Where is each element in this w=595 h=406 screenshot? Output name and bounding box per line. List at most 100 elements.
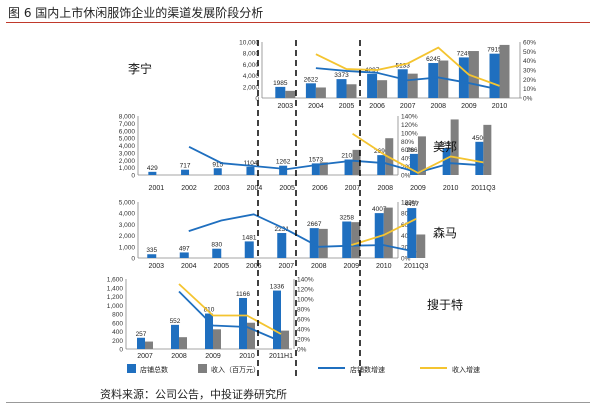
store-bar [277,233,287,258]
category-label: 2011Q3 [404,263,428,270]
y-tick-label: 1,000 [107,303,124,310]
category-label: 2007 [400,103,416,110]
y-tick-label: 0 [255,96,259,103]
y2-tick-label: 50% [523,49,536,56]
store-data-label: 830 [211,242,222,249]
revenue-bar [315,87,326,98]
store-data-label: 2100 [341,153,356,160]
company-label: 森马 [433,225,457,240]
revenue-growth-line [178,283,282,335]
category-label: 2010 [239,353,255,360]
store-bar [181,169,190,175]
store-data-label: 335 [146,247,157,254]
company-label: 美邦 [433,140,457,154]
y-tick-label: 800 [112,312,123,319]
store-data-label: 7915 [487,47,502,54]
revenue-bar [468,51,479,98]
category-label: 2008 [377,185,393,192]
category-label: 2011H1 [269,353,293,360]
revenue-bar [213,329,221,349]
store-data-label: 2622 [304,76,319,83]
store-bar [442,148,451,175]
category-label: 2006 [312,185,328,192]
revenue-bar [417,136,426,175]
y-tick-label: 10,000 [239,40,259,47]
y-tick-label: 0 [131,256,135,263]
revenue-bar [319,162,328,175]
store-bar [205,313,213,349]
category-label: 2010 [376,263,392,270]
y2-tick-label: 10% [523,86,536,93]
revenue-growth-line [352,132,484,174]
y2-tick-label: 20% [523,77,536,84]
legend-stores-label: 店铺总数 [140,365,168,374]
y2-tick-label: 100% [297,297,314,304]
y-tick-label: 4,000 [119,211,136,218]
store-bar [239,297,247,349]
store-bar [213,168,222,175]
revenue-bar [285,90,296,98]
y-tick-label: 200 [112,338,123,345]
source-note: 资料来源：公司公告，中投证券研究所 [100,388,287,401]
y-tick-label: 1,600 [107,277,124,284]
revenue-bar [281,330,289,349]
revenue-bar [499,44,510,98]
stores-growth-line [315,67,500,91]
category-label: 2010 [443,185,459,192]
store-data-label: 7249 [457,50,472,57]
store-data-label: 429 [147,165,158,172]
store-bar [407,208,417,258]
y-tick-label: 6,000 [119,128,136,135]
store-data-label: 4007 [372,206,387,213]
y-tick-label: 8,000 [243,51,260,58]
y-tick-label: 0 [119,347,123,354]
y-tick-label: 3,000 [119,222,136,229]
y-tick-label: 0 [131,173,135,180]
y2-tick-label: 60% [401,147,414,154]
store-bar [305,83,316,98]
store-data-label: 1262 [276,159,291,166]
store-bar [244,241,254,258]
y-tick-label: 5,000 [119,200,136,207]
store-bar [397,69,408,98]
store-bar [342,221,352,258]
store-data-label: 1573 [309,156,324,163]
y-tick-label: 4,000 [243,73,260,80]
y-tick-label: 2,000 [119,233,136,240]
store-bar [489,53,500,98]
store-bar [309,228,319,258]
category-label: 2009 [343,263,359,270]
y2-tick-label: 80% [401,139,414,146]
y2-tick-label: 100% [401,130,418,137]
y2-tick-label: 80% [297,307,310,314]
store-bar [311,163,320,175]
category-label: 2009 [410,185,426,192]
revenue-bar [483,124,492,175]
store-bar [273,290,281,349]
title-rule [6,22,590,23]
y-tick-label: 6,000 [243,62,260,69]
legend-stores-growth-label: 店铺数增速 [350,365,385,374]
store-data-label: 3373 [334,72,349,79]
revenue-bar [346,84,357,98]
category-label: 2004 [181,263,197,270]
y2-tick-label: 60% [523,40,536,47]
revenue-bar [145,341,153,349]
y-tick-label: 8,000 [119,114,136,121]
store-bar [171,324,179,349]
store-data-label: 915 [212,161,223,168]
y2-tick-label: 140% [401,114,418,121]
category-label: 2007 [345,185,361,192]
revenue-bar [450,119,459,175]
store-bar [275,86,286,98]
category-label: 2001 [149,185,165,192]
store-bar [147,254,157,258]
y2-tick-label: 100% [401,200,418,207]
store-data-label: 2231 [275,226,290,233]
category-label: 2005 [279,185,295,192]
revenue-bar [407,73,418,98]
store-data-label: 1104 [243,160,257,167]
store-data-label: 4457 [405,201,420,208]
y-tick-label: 1,400 [107,285,124,292]
y-tick-label: 600 [112,320,123,327]
